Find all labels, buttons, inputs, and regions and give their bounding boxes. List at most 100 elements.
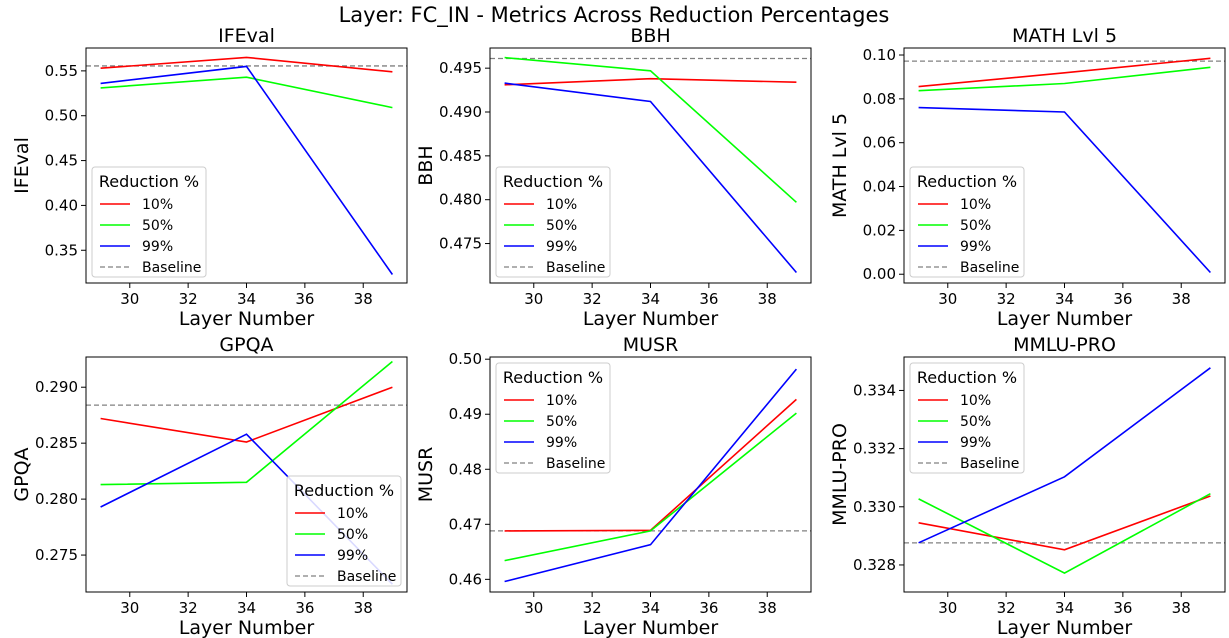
y-tick-label: 0.00 [863, 265, 896, 283]
plot-frame [903, 356, 1226, 593]
legend-item-label: 50% [142, 218, 173, 234]
legend-item-label: 99% [546, 435, 577, 451]
y-tick-label: 0.40 [45, 196, 78, 214]
legend-item-label: Baseline [960, 456, 1019, 472]
x-tick-label: 36 [1113, 290, 1132, 308]
chart-panel: MATH Lvl 5 30 32 34 36 38 0.00 0.02 0.04 0.06 0.08… [829, 25, 1226, 330]
y-tick-label: 0.06 [863, 134, 896, 152]
legend-item-label: 10% [546, 393, 577, 409]
y-tick-label: 0.490 [439, 103, 482, 121]
figure-title: Layer: FC_IN - Metrics Across Reduction … [339, 3, 890, 28]
legend-item-label: 99% [142, 239, 173, 255]
legend-item-label: Baseline [546, 456, 605, 472]
series-line [504, 412, 797, 562]
x-tick-label: 38 [354, 599, 373, 617]
series-line [918, 66, 1211, 92]
legend-box [909, 166, 1025, 278]
legend-item-label: 10% [142, 197, 173, 213]
chart-panel: GPQA 30 32 34 36 38 0.275 0.280 0.285 0.290 Layer … [11, 334, 408, 638]
x-tick-label: 32 [997, 290, 1016, 308]
y-tick-label: 0.10 [863, 46, 896, 64]
y-axis-label: BBH [415, 145, 437, 185]
legend-item-label: 10% [960, 197, 991, 213]
legend-item-label: 99% [960, 239, 991, 255]
x-tick-label: 36 [295, 599, 314, 617]
y-tick-label: 0.280 [35, 490, 78, 508]
x-tick-label: 34 [641, 290, 660, 308]
x-tick-label: 30 [938, 290, 957, 308]
series-line [504, 77, 797, 86]
y-tick-label: 0.49 [449, 405, 482, 423]
y-axis-label: MUSR [415, 447, 437, 503]
y-tick-label: 0.35 [45, 241, 78, 259]
series-line [100, 76, 393, 109]
series-line [100, 360, 393, 486]
series-line [504, 82, 798, 274]
chart-title: MMLU-PRO [1013, 334, 1116, 356]
plot-frame [85, 356, 408, 593]
chart-panel: BBH 30 32 34 36 38 0.475 0.480 0.485 0.490 0.495 La… [415, 25, 812, 330]
legend-item-label: Baseline [960, 260, 1019, 276]
x-tick-label: 30 [120, 599, 139, 617]
chart-panel: MUSR 30 32 34 36 38 0.46 0.47 0.48 0.49 0.50 Layer … [415, 334, 812, 638]
x-axis-label: Layer Number [583, 308, 719, 330]
y-tick-label: 0.485 [439, 147, 482, 165]
y-tick-label: 0.45 [45, 152, 78, 170]
legend-title: Reduction % [294, 481, 394, 500]
y-tick-label: 0.50 [45, 107, 78, 125]
legend-item-label: 99% [546, 239, 577, 255]
x-tick-label: 30 [938, 599, 957, 617]
series-line [100, 56, 393, 73]
y-axis-label: IFEval [11, 137, 33, 194]
y-tick-label: 0.285 [35, 434, 78, 452]
legend-item-label: 10% [337, 506, 368, 522]
x-tick-label: 36 [699, 599, 718, 617]
y-tick-label: 0.04 [863, 178, 896, 196]
x-tick-label: 34 [1055, 290, 1074, 308]
legend-title: Reduction % [917, 172, 1017, 191]
x-tick-label: 30 [524, 599, 543, 617]
legend-box [495, 166, 611, 278]
x-tick-label: 34 [1055, 599, 1074, 617]
legend-item-label: 50% [960, 414, 991, 430]
legend-box [495, 362, 611, 474]
y-tick-label: 0.50 [449, 350, 482, 368]
chart-title: BBH [630, 25, 670, 47]
chart-panel: IFEval 30 32 34 36 38 0.35 0.40 0.45 0.50 0.55 Laye… [11, 25, 408, 330]
x-tick-label: 32 [179, 599, 198, 617]
y-tick-label: 0.475 [439, 235, 482, 253]
x-tick-label: 30 [524, 290, 543, 308]
chart-panel: MMLU-PRO 30 32 34 36 38 0.328 0.330 0.332 0.334 La… [829, 334, 1226, 638]
x-tick-label: 38 [758, 599, 777, 617]
series-line [918, 57, 1211, 88]
x-tick-label: 32 [997, 599, 1016, 617]
legend-item-label: 99% [337, 548, 368, 564]
plot-frame [903, 47, 1226, 284]
y-tick-label: 0.332 [853, 440, 896, 458]
y-axis-label: MATH Lvl 5 [829, 113, 851, 218]
plot-frame [85, 47, 408, 284]
legend-item-label: 50% [546, 218, 577, 234]
series-line [918, 106, 1211, 274]
x-tick-label: 32 [179, 290, 198, 308]
y-tick-label: 0.334 [853, 381, 896, 399]
legend-item-label: 50% [546, 414, 577, 430]
chart-title: IFEval [218, 25, 275, 47]
legend-item-label: 10% [546, 197, 577, 213]
series-line [100, 65, 394, 275]
y-axis-label: MMLU-PRO [829, 423, 851, 526]
x-tick-label: 34 [237, 290, 256, 308]
series-line [918, 495, 1211, 551]
series-line [918, 492, 1211, 575]
legend-item-label: Baseline [142, 260, 201, 276]
x-tick-label: 34 [641, 599, 660, 617]
legend-item-label: 50% [337, 527, 368, 543]
x-tick-label: 30 [120, 290, 139, 308]
chart-title: GPQA [219, 334, 273, 356]
x-tick-label: 38 [758, 290, 777, 308]
y-tick-label: 0.290 [35, 378, 78, 396]
legend-item-label: Baseline [337, 569, 396, 585]
y-tick-label: 0.46 [449, 570, 482, 588]
series-line [504, 56, 797, 203]
